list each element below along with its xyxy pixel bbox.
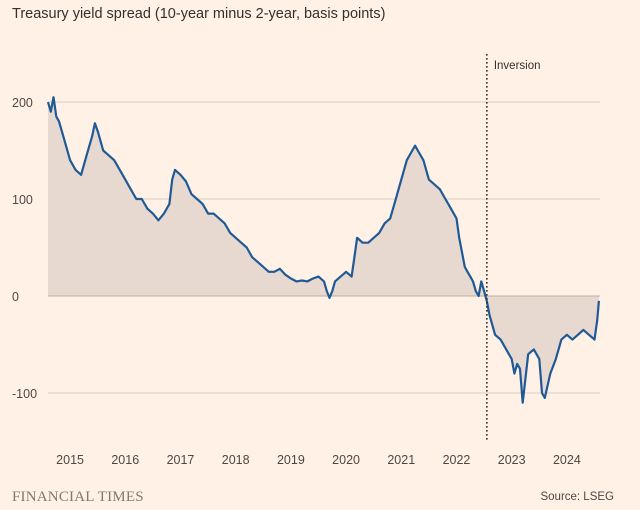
x-tick-label: 2022	[443, 453, 471, 467]
x-axis: 2015 2016 2017 2018 2019 2020 2021 2022 2023 2024	[56, 453, 581, 467]
chart-title: Treasury yield spread (10-year minus 2-y…	[12, 6, 386, 22]
area-fill	[48, 97, 599, 403]
x-tick-label: 2020	[332, 453, 360, 467]
inversion-label: Inversion	[494, 60, 541, 72]
y-axis: 200 100 0 -100	[12, 96, 37, 401]
y-tick-label: 100	[12, 193, 33, 207]
y-tick-label: 200	[12, 96, 33, 110]
y-tick-label: -100	[12, 387, 37, 401]
x-tick-label: 2016	[111, 453, 139, 467]
x-tick-label: 2017	[167, 453, 195, 467]
x-tick-label: 2024	[553, 453, 581, 467]
y-tick-label: 0	[12, 290, 19, 304]
brand-logo-text: FINANCIAL TIMES	[12, 489, 144, 505]
x-tick-label: 2023	[498, 453, 526, 467]
source-note: Source: LSEG	[540, 491, 614, 503]
x-tick-label: 2018	[222, 453, 250, 467]
series-line	[46, 96, 600, 404]
x-tick-label: 2019	[277, 453, 305, 467]
x-tick-label: 2015	[56, 453, 84, 467]
x-tick-label: 2021	[387, 453, 415, 467]
annotation-layer: Inversion	[486, 54, 541, 442]
